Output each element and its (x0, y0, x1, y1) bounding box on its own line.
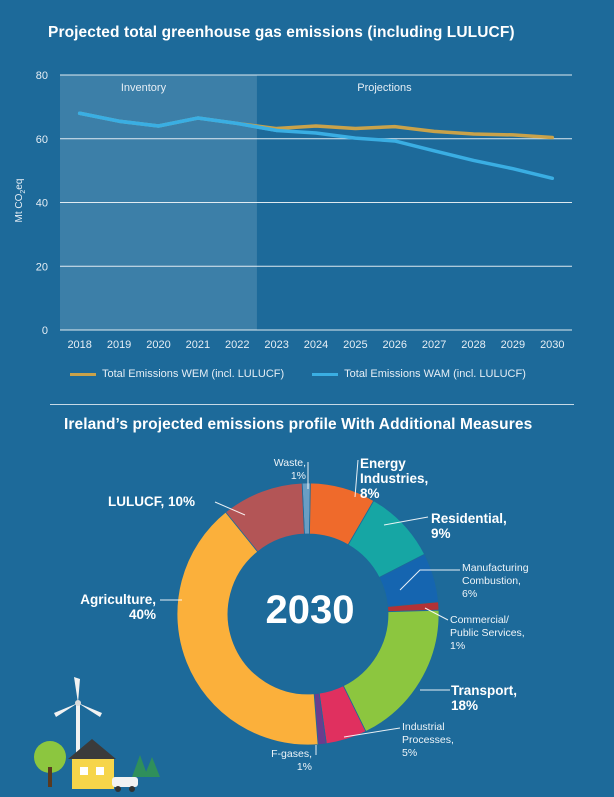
x-tick-label: 2018 (67, 339, 91, 351)
legend-swatch-wem (70, 372, 96, 376)
label-waste: Waste, 1% (273, 457, 306, 482)
y-tick-label: 60 (36, 134, 48, 146)
section-divider (50, 404, 574, 405)
illustration (34, 677, 160, 792)
x-tick-label: 2030 (540, 339, 564, 351)
series-line-history (77, 111, 279, 133)
label-lulucf: LULUCF, 10% (108, 494, 196, 509)
x-tick-label: 2022 (225, 339, 249, 351)
house-icon (68, 739, 116, 789)
label-f-gases: F-gases, 1% (271, 748, 312, 773)
legend-item-wam: Total Emissions WAM (incl. LULUCF) (312, 368, 526, 380)
pine-trees-icon (132, 755, 160, 777)
donut-center-label: 2030 (265, 588, 355, 632)
car-icon (112, 777, 138, 792)
leader-line (383, 516, 429, 526)
line-chart-title: Projected total greenhouse gas emissions… (48, 24, 515, 41)
donut-chart-title: Ireland’s projected emissions profile Wi… (64, 416, 533, 433)
wind-turbine-icon (54, 677, 102, 763)
y-tick-label: 80 (36, 70, 48, 82)
region-label-projections: Projections (357, 82, 412, 94)
x-tick-label: 2020 (146, 339, 170, 351)
donut-slice-agriculture (176, 511, 319, 746)
label-manufacturing: Manufacturing Combustion, 6% (462, 562, 529, 600)
line-chart-legend: Total Emissions WEM (incl. LULUCF) Total… (70, 368, 526, 380)
x-tick-label: 2029 (501, 339, 525, 351)
label-energy-industries: Energy Industries, 8% (360, 456, 429, 501)
donut-slice-lulucf (225, 482, 305, 553)
label-transport: Transport, 18% (451, 683, 518, 713)
tree-icon (34, 741, 66, 787)
x-tick-label: 2023 (264, 339, 288, 351)
legend-label-wam: Total Emissions WAM (incl. LULUCF) (344, 368, 526, 380)
leader-line (343, 727, 401, 738)
legend-swatch-wam (312, 372, 339, 376)
label-agriculture: Agriculture, 40% (80, 592, 156, 622)
leader-line (214, 501, 246, 516)
x-tick-label: 2026 (383, 339, 407, 351)
legend-label-wem: Total Emissions WEM (incl. LULUCF) (102, 368, 285, 380)
y-axis-label: Mt CO2eq (14, 179, 27, 223)
line-chart: 0 20 40 60 80 Mt CO2eq Inventory Projections 201… (14, 70, 572, 351)
x-tick-label: 2025 (343, 339, 367, 351)
y-tick-label: 0 (42, 325, 48, 337)
label-industrial-processes: Industrial Processes, 5% (402, 721, 454, 759)
y-tick-label: 40 (36, 198, 48, 210)
x-tick-label: 2027 (422, 339, 446, 351)
x-tick-label: 2019 (107, 339, 131, 351)
y-tick-label: 20 (36, 261, 48, 273)
leader-line (424, 607, 449, 621)
leader-line (354, 459, 359, 498)
legend-item-wem: Total Emissions WEM (incl. LULUCF) (70, 368, 284, 380)
label-commercial: Commercial/Public Services, 1% (450, 614, 525, 652)
label-residential: Residential, 9% (431, 511, 507, 541)
region-label-inventory: Inventory (121, 82, 167, 94)
x-tick-label: 2024 (304, 339, 328, 351)
x-tick-label: 2028 (461, 339, 485, 351)
leader-line (399, 569, 460, 591)
x-tick-label: 2021 (186, 339, 210, 351)
